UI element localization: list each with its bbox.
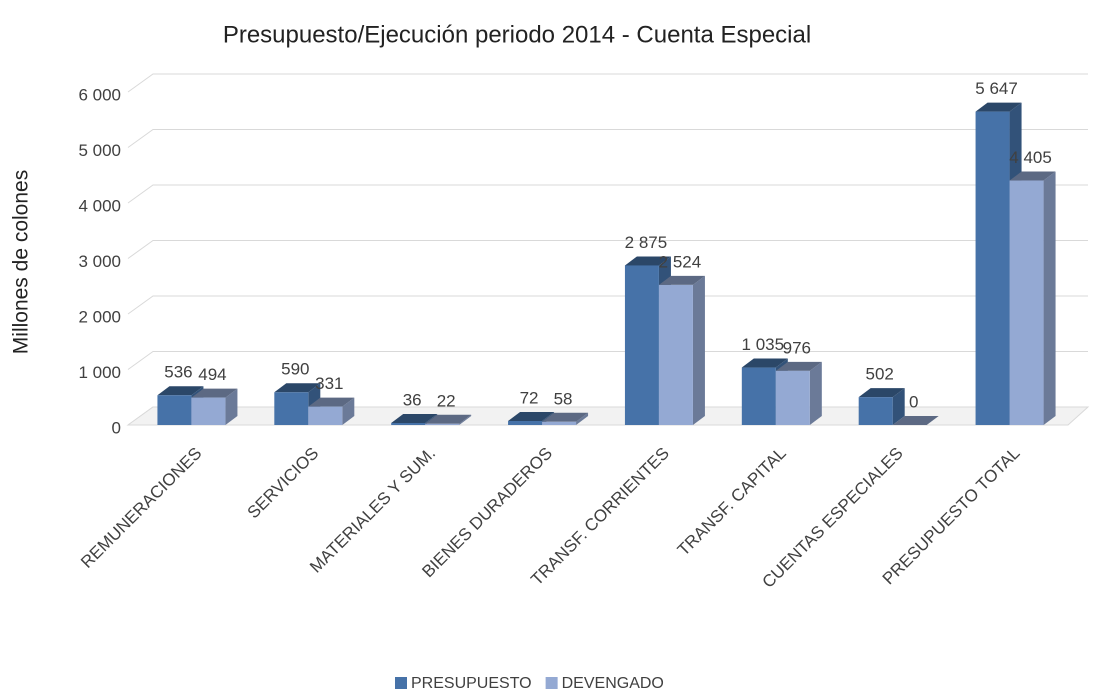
value-label: 2 875 — [625, 233, 668, 252]
bar-top — [542, 412, 589, 422]
x-tick-label: BIENES DURADEROS — [418, 444, 556, 582]
bar-top — [308, 397, 355, 407]
bar-front — [775, 370, 810, 425]
bar-top — [508, 412, 555, 422]
bar-top — [775, 361, 822, 371]
bar-front — [274, 392, 309, 425]
bar-front — [191, 397, 226, 425]
grid-line — [127, 184, 1088, 204]
y-tick-label: 3 000 — [78, 252, 121, 271]
bar-top — [658, 275, 705, 285]
grid-line — [127, 129, 1088, 148]
bar-front — [1009, 180, 1044, 425]
bar — [425, 414, 472, 425]
bar-side — [1043, 171, 1056, 425]
bar-front — [508, 421, 543, 425]
bar-front — [542, 421, 577, 425]
bar-top — [624, 256, 671, 266]
value-label: 5 647 — [975, 79, 1018, 98]
bar-top — [157, 386, 204, 396]
bar — [1009, 171, 1056, 425]
bar-side — [892, 388, 905, 425]
bar-top — [1009, 171, 1056, 181]
bar-side — [342, 397, 355, 425]
bar-top — [741, 358, 788, 368]
x-tick-label: SERVICIOS — [244, 444, 323, 523]
x-tick-label: PRESUPUESTO TOTAL — [879, 444, 1024, 589]
x-tick-label: TRANSF. CORRIENTES — [527, 444, 673, 590]
bar — [858, 388, 905, 425]
value-label: 2 524 — [659, 252, 702, 271]
bar — [542, 412, 589, 425]
x-tick-label: MATERIALES Y SUM. — [306, 444, 439, 577]
bar-top — [391, 414, 438, 424]
grid-line — [127, 240, 1088, 259]
y-tick-label: 4 000 — [78, 196, 121, 215]
x-tick-label: REMUNERACIONES — [77, 444, 205, 572]
bar-side — [809, 361, 822, 425]
bar-side — [692, 275, 705, 425]
value-label: 0 — [909, 392, 918, 411]
value-label: 4 405 — [1009, 148, 1052, 167]
y-tick-label: 6 000 — [78, 85, 121, 104]
bar-front — [308, 406, 343, 425]
value-label: 36 — [403, 390, 422, 409]
value-label: 976 — [783, 338, 811, 357]
chart-title: Presupuesto/Ejecución periodo 2014 - Cue… — [223, 21, 811, 48]
bar-front — [658, 284, 693, 425]
bar-front — [741, 367, 776, 425]
y-tick-label: 1 000 — [78, 363, 121, 382]
value-label: 590 — [281, 360, 309, 379]
legend-label: DEVENGADO — [562, 675, 664, 692]
bar-front — [624, 265, 659, 425]
bar-top — [858, 388, 905, 398]
value-label: 22 — [437, 391, 456, 410]
bar — [274, 383, 321, 425]
bar-top — [425, 414, 472, 424]
legend-label: PRESUPUESTO — [411, 675, 532, 692]
bar-top — [892, 416, 939, 425]
bar-front — [858, 397, 893, 425]
legend-swatch — [545, 677, 558, 689]
bar — [308, 397, 355, 425]
value-label: 72 — [520, 388, 539, 407]
bar-front — [391, 423, 426, 425]
value-label: 1 035 — [742, 335, 785, 354]
bar-side — [576, 412, 589, 425]
x-tick-label: TRANSF. CAPITAL — [674, 444, 790, 560]
y-tick-label: 2 000 — [78, 307, 121, 326]
grid-line — [127, 73, 1088, 93]
value-label: 331 — [315, 374, 343, 393]
value-label: 502 — [866, 365, 894, 384]
value-label: 58 — [554, 389, 573, 408]
bar-front — [425, 423, 460, 425]
bar — [658, 275, 705, 425]
bar-side — [225, 388, 238, 425]
bar — [775, 361, 822, 425]
bar — [191, 388, 238, 425]
bar-top — [975, 102, 1022, 112]
bar — [892, 416, 939, 425]
y-axis-title: Millones de colones — [10, 170, 33, 354]
bar-top — [274, 383, 321, 393]
grid-line — [127, 295, 1088, 315]
grid-line — [127, 351, 1088, 370]
value-label: 536 — [164, 363, 192, 382]
bar-side — [459, 414, 472, 425]
value-label: 494 — [198, 365, 226, 384]
y-tick-label: 0 — [112, 418, 121, 437]
bar-front — [975, 111, 1010, 426]
floor — [126, 406, 1090, 426]
legend-swatch — [395, 677, 407, 689]
bar-front — [157, 395, 192, 425]
bar-top — [191, 388, 238, 398]
y-tick-label: 5 000 — [78, 141, 121, 160]
